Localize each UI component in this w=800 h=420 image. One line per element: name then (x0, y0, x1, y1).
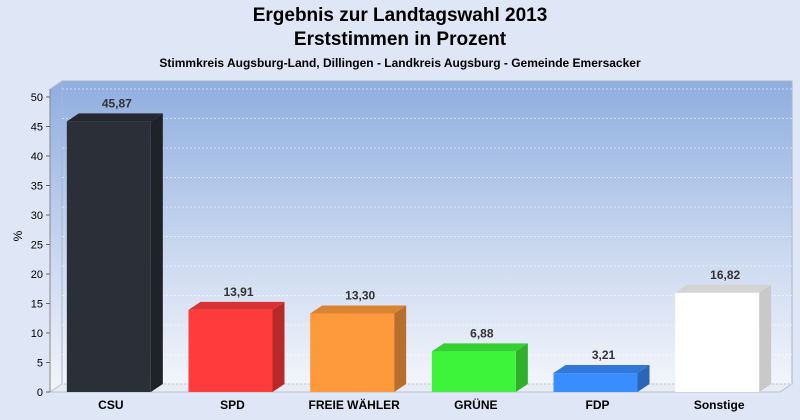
bar-top (431, 343, 528, 352)
bar-side (759, 284, 772, 392)
bar-side (150, 113, 163, 392)
bar-front (553, 373, 638, 392)
x-tick-label: GRÜNE (454, 397, 497, 412)
bar-sonstige (675, 284, 772, 392)
bar-side (394, 305, 407, 392)
chart-subtitle: Stimmkreis Augsburg-Land, Dillingen - La… (159, 56, 641, 70)
y-tick-label: 0 (37, 387, 43, 399)
plot-back-wall (61, 80, 793, 385)
data-label: 13,91 (223, 285, 253, 299)
bar-csu (66, 113, 163, 392)
bar-front (310, 313, 395, 392)
bar-top (675, 284, 772, 293)
y-tick-label: 50 (31, 92, 43, 104)
bar-top (188, 301, 285, 310)
data-label: 13,30 (345, 289, 375, 303)
y-tick-label: 45 (31, 122, 43, 134)
bar-top (310, 305, 407, 314)
bar-side (272, 301, 285, 392)
y-tick-label: 5 (37, 358, 43, 370)
x-tick-label: CSU (98, 398, 123, 412)
y-axis-label: % (11, 230, 25, 241)
bar-side (637, 365, 650, 392)
x-tick-label: FDP (586, 398, 610, 412)
y-tick-label: 25 (31, 240, 43, 252)
bar-top (553, 365, 650, 374)
y-tick-label: 15 (31, 299, 43, 311)
x-tick-label: FREIE WÄHLER (308, 397, 400, 412)
bar-grüne (431, 343, 528, 392)
data-label: 6,88 (470, 326, 494, 340)
bar-fdp (553, 365, 650, 392)
bar-freie-wähler (310, 305, 407, 392)
bar-front (675, 292, 760, 392)
bar-front (188, 309, 273, 392)
bar-side (515, 343, 528, 392)
chart-title-line-2: Erststimmen in Prozent (293, 29, 507, 50)
data-label: 3,21 (592, 348, 616, 362)
x-tick-label: Sonstige (694, 398, 745, 412)
x-tick-label: SPD (220, 398, 245, 412)
data-label: 16,82 (710, 268, 740, 282)
y-tick-label: 10 (31, 328, 43, 340)
bar-front (431, 351, 516, 392)
bar-top (66, 113, 163, 122)
y-tick-label: 35 (31, 181, 43, 193)
bar-front (66, 121, 151, 392)
y-tick-label: 20 (31, 269, 43, 281)
data-label: 45,87 (102, 96, 132, 110)
y-tick-label: 30 (31, 210, 43, 222)
y-tick-label: 40 (31, 151, 43, 163)
chart-title: Ergebnis zur Landtagswahl 2013 (252, 5, 548, 26)
bar-spd (188, 301, 285, 392)
